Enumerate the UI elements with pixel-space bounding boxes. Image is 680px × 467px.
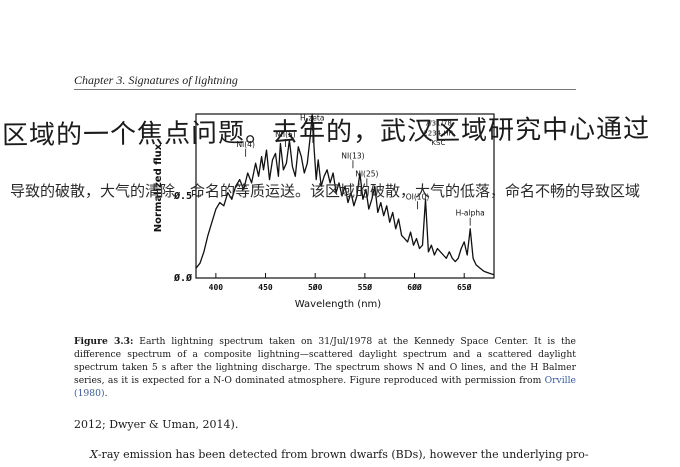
plot-date-annotation: 2234 HR — [423, 129, 453, 137]
body-text-line: 2012; Dwyer & Uman, 2014). — [74, 418, 239, 431]
x-tick-label: 6ØØ — [407, 282, 422, 292]
plot-date-annotation: 7/31/78 — [425, 119, 452, 127]
header-rule — [74, 89, 576, 90]
spectrum-series-line — [195, 113, 495, 276]
caption-label: Figure 3.3: — [74, 336, 134, 347]
figure-caption: Figure 3.3: Earth lightning spectrum tak… — [74, 335, 576, 400]
caption-text: Earth lightning spectrum taken on 31/Jul… — [74, 336, 576, 386]
running-head: Chapter 3. Signatures of lightning — [74, 73, 238, 87]
body-paragraph-start: X-ray emission has been detected from br… — [90, 448, 589, 461]
line-annotation: NI(25) — [355, 169, 378, 178]
x-tick-label: 450 — [258, 283, 273, 292]
x-axis-label: Wavelength (nm) — [295, 299, 381, 310]
body-italic-x: X — [90, 448, 98, 461]
line-annotation: NI(4) — [236, 140, 255, 149]
spectrum-figure: 400 450 5Ø0 55Ø 6ØØ 65Ø Ø.Ø Ø.5 H-zeta NI(4) NII(5… — [153, 113, 495, 310]
caption-end: . — [104, 388, 108, 399]
body-paragraph-text: -ray emission has been detected from bro… — [97, 448, 589, 461]
plot-date-annotation: KSC — [431, 139, 445, 147]
handwritten-note-line2: 导致的破散，大气的清除，命名的等质运送。该区域的破散，大气的低落，命名不畅的导致… — [10, 182, 641, 200]
handwritten-note-line1: 区域的一个焦点问题。去年的，武汉区域研究中心通过 — [1, 114, 651, 151]
x-tick-label: 65Ø — [457, 282, 472, 292]
line-annotation: NII(5) — [275, 130, 296, 139]
line-annotation: NI(13) — [341, 151, 364, 160]
y-axis-label: Normalized flux — [153, 143, 164, 232]
x-tick-label: 5Ø0 — [308, 282, 323, 292]
line-annotation: OI(10) — [406, 192, 430, 201]
line-annotation: H-alpha — [456, 209, 485, 218]
x-tick-label: 55Ø — [358, 282, 373, 292]
y-tick-label: Ø.5 — [173, 190, 192, 202]
x-tick-label: 400 — [209, 283, 224, 292]
line-annotation: H-zeta — [300, 114, 324, 123]
caption-citation-link[interactable]: Orville (1980) — [74, 375, 576, 399]
y-tick-label: Ø.Ø — [173, 272, 192, 284]
